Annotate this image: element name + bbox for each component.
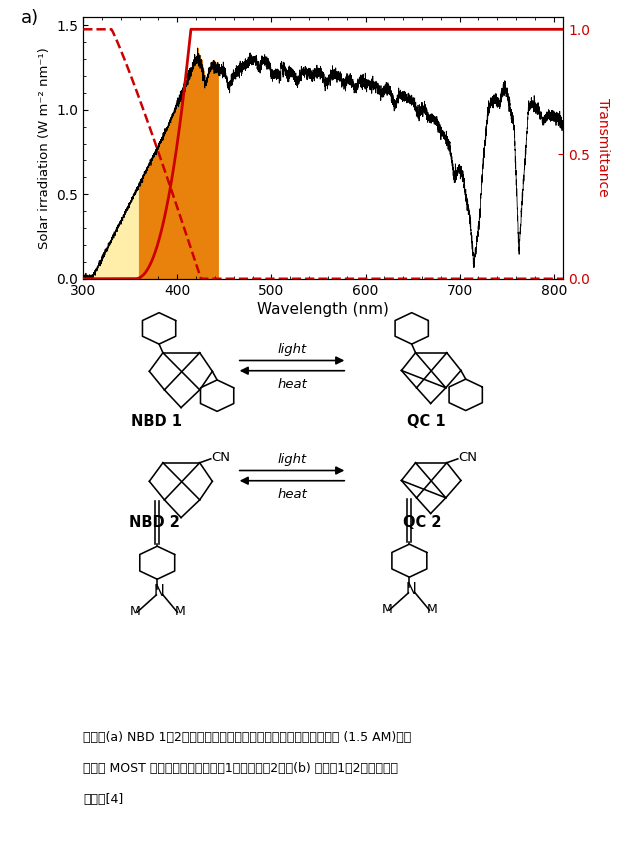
Text: M: M: [175, 606, 185, 618]
Text: light: light: [277, 342, 307, 356]
Text: 线表示 MOST 的透过率，（虚线对应1，实线对应2）。(b) 化合物1和2的化学结构: 线表示 MOST 的透过率，（虚线对应1，实线对应2）。(b) 化合物1和2的化…: [83, 762, 398, 775]
Text: a): a): [20, 9, 39, 27]
Text: CN: CN: [458, 451, 477, 464]
Text: N: N: [406, 582, 417, 597]
Text: NBD 1: NBD 1: [131, 414, 182, 429]
X-axis label: Wavelength (nm): Wavelength (nm): [257, 302, 389, 317]
Text: QC 1: QC 1: [407, 414, 446, 429]
Text: NBD 2: NBD 2: [129, 515, 180, 530]
Text: heat: heat: [277, 378, 307, 391]
Text: CN: CN: [211, 451, 230, 464]
Text: N: N: [154, 584, 164, 600]
Text: M: M: [427, 603, 437, 616]
Text: M: M: [129, 606, 140, 618]
Text: QC 2: QC 2: [403, 515, 442, 530]
Y-axis label: Transmittance: Transmittance: [595, 98, 609, 197]
Text: heat: heat: [277, 488, 307, 501]
Text: 来源：[4]: 来源：[4]: [83, 792, 124, 806]
Text: M: M: [381, 603, 392, 616]
Text: light: light: [277, 452, 307, 466]
Y-axis label: Solar irradiation (W m⁻² nm⁻¹): Solar irradiation (W m⁻² nm⁻¹): [38, 47, 51, 249]
Text: 图说：(a) NBD 1和2所用溶液光谱重叠以及可见光范围内的太阳光谱 (1.5 AM)；红: 图说：(a) NBD 1和2所用溶液光谱重叠以及可见光范围内的太阳光谱 (1.5…: [83, 732, 412, 744]
